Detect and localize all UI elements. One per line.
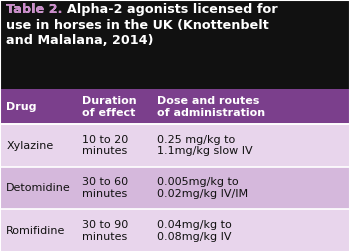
Text: Drug: Drug xyxy=(6,102,37,112)
Text: Dose and routes
of administration: Dose and routes of administration xyxy=(157,96,265,118)
Text: Romifidine: Romifidine xyxy=(6,226,66,236)
Text: Table 2. Alpha-2 agonists licensed for
use in horses in the UK (Knottenbelt
and : Table 2. Alpha-2 agonists licensed for u… xyxy=(6,3,278,47)
Text: 30 to 90
minutes: 30 to 90 minutes xyxy=(82,220,128,241)
Text: 0.005mg/kg to
0.02mg/kg IV/IM: 0.005mg/kg to 0.02mg/kg IV/IM xyxy=(157,177,248,199)
Bar xyxy=(0,124,350,167)
Text: 0.04mg/kg to
0.08mg/kg IV: 0.04mg/kg to 0.08mg/kg IV xyxy=(157,220,232,241)
Bar xyxy=(0,167,350,209)
Text: Detomidine: Detomidine xyxy=(6,183,71,193)
Bar xyxy=(0,209,350,252)
Text: 0.25 mg/kg to
1.1mg/kg slow IV: 0.25 mg/kg to 1.1mg/kg slow IV xyxy=(157,135,252,156)
Text: Duration
of effect: Duration of effect xyxy=(82,96,136,118)
Bar xyxy=(0,89,350,124)
Text: 30 to 60
minutes: 30 to 60 minutes xyxy=(82,177,128,199)
Bar xyxy=(0,0,350,89)
Text: Table 2.: Table 2. xyxy=(6,3,67,16)
Text: Xylazine: Xylazine xyxy=(6,141,54,150)
Text: 10 to 20
minutes: 10 to 20 minutes xyxy=(82,135,128,156)
